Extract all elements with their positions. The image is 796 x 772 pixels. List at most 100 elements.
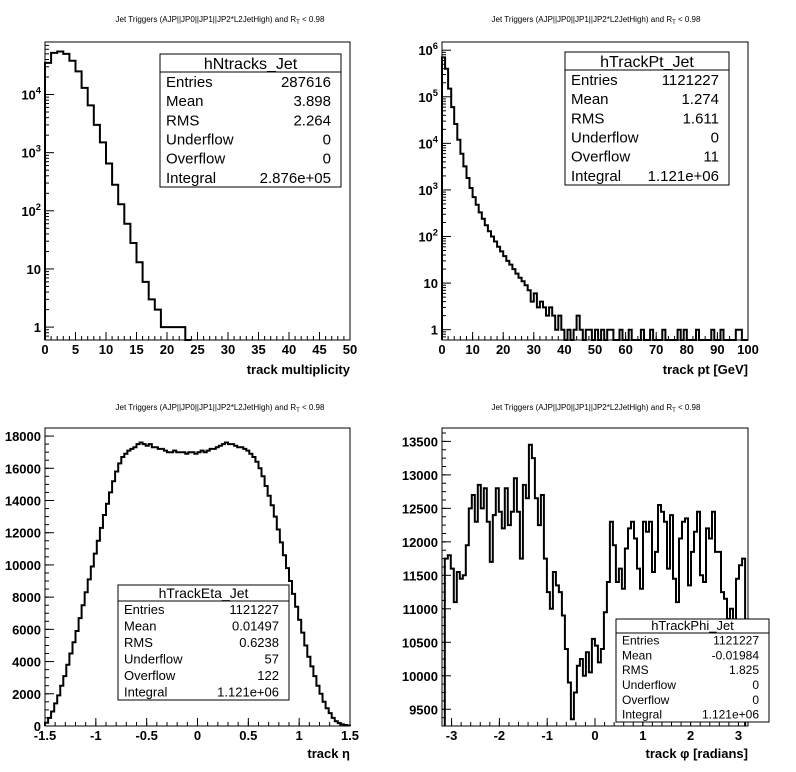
y-tick-label: 11500 [403, 568, 438, 583]
y-tick-label: 11000 [403, 602, 438, 617]
x-axis-label: track pt [GeV] [663, 362, 748, 377]
y-tick-label: 18000 [5, 429, 41, 444]
x-tick-label: 2 [687, 728, 694, 743]
stats-value: 2.264 [293, 112, 331, 129]
x-tick-label: 40 [282, 342, 296, 357]
x-tick-label: 5 [72, 342, 79, 357]
stats-value: 0.6238 [239, 635, 279, 650]
y-tick-label: 13000 [402, 468, 438, 483]
histogram-line [443, 443, 747, 726]
stats-box-name: hTrackEta_Jet [159, 585, 249, 601]
stats-label: Mean [622, 648, 652, 662]
stats-value: 1.121e+06 [217, 684, 279, 699]
x-tick-label: 1.5 [341, 728, 359, 743]
y-tick-label: 104 [418, 134, 438, 151]
stats-value: 1121227 [662, 72, 719, 89]
x-tick-label: 30 [527, 342, 541, 357]
stats-label: RMS [571, 110, 604, 127]
x-tick-label: -2 [494, 728, 506, 743]
x-tick-label: -1 [90, 728, 102, 743]
x-tick-label: -3 [446, 728, 458, 743]
stats-label: RMS [124, 635, 153, 650]
stats-value: 57 [265, 651, 279, 666]
x-tick-label: 1 [639, 728, 646, 743]
panel-hNtracks_Jet: Jet Triggers (AJP||JP0||JP1||JP2*L2JetHi… [21, 15, 357, 377]
x-tick-label: -0.5 [135, 728, 157, 743]
y-tick-label: 102 [418, 228, 438, 245]
y-tick-label: 8000 [12, 590, 41, 605]
x-tick-label: 35 [251, 342, 265, 357]
stats-label: Underflow [571, 129, 639, 146]
y-tick-label: 10000 [5, 558, 41, 573]
y-tick-label: 10 [424, 276, 438, 291]
x-tick-label: 90 [710, 342, 724, 357]
stats-box-name: hTrackPhi_Jet [651, 618, 734, 633]
x-tick-label: 50 [343, 342, 357, 357]
y-tick-label: 105 [418, 88, 438, 105]
y-tick-label: 4000 [12, 655, 41, 670]
stats-label: Entries [166, 74, 213, 91]
stats-label: RMS [622, 663, 649, 677]
stats-label: Overflow [622, 693, 670, 707]
x-tick-label: 10 [99, 342, 113, 357]
stats-value: 0 [323, 151, 331, 168]
y-tick-label: 16000 [5, 461, 41, 476]
stats-label: Mean [166, 93, 204, 110]
x-axis-label: track φ [radians] [645, 746, 748, 761]
stats-label: Underflow [166, 131, 234, 148]
x-tick-label: 0 [438, 342, 445, 357]
stats-value: 1.121e+06 [648, 168, 719, 185]
stats-box-frame [117, 584, 290, 701]
stats-label: Underflow [124, 651, 183, 666]
panel-hTrackPhi_Jet: Jet Triggers (AJP||JP0||JP1||JP2*L2JetHi… [402, 403, 770, 761]
stats-label: Entries [124, 602, 165, 617]
stats-box-frame [615, 618, 770, 723]
stats-value: 11 [703, 149, 719, 166]
y-tick-label: 12500 [402, 501, 438, 516]
x-tick-label: 40 [557, 342, 571, 357]
stats-label: Entries [571, 72, 618, 89]
histogram-line [441, 56, 748, 341]
x-tick-label: 20 [160, 342, 174, 357]
panel-title: Jet Triggers (AJP||JP0||JP1||JP2*L2JetHi… [116, 403, 325, 414]
x-tick-label: 20 [496, 342, 510, 357]
stats-value: 122 [257, 668, 279, 683]
panel-hTrackEta_Jet: Jet Triggers (AJP||JP0||JP1||JP2*L2JetHi… [5, 403, 359, 761]
stats-label: Mean [571, 91, 609, 108]
x-tick-label: 80 [680, 342, 694, 357]
stats-label: Overflow [571, 149, 630, 166]
x-tick-label: 0 [591, 728, 598, 743]
stats-value: 0 [752, 693, 759, 707]
y-tick-label: 12000 [402, 535, 438, 550]
stats-label: Integral [622, 708, 662, 722]
y-tick-label: 2000 [12, 687, 41, 702]
x-tick-label: -1 [541, 728, 553, 743]
stats-value: 287616 [281, 74, 331, 91]
stats-value: 0 [711, 129, 719, 146]
y-tick-label: 103 [21, 144, 41, 161]
stats-value: 3.898 [293, 93, 331, 110]
stats-label: Underflow [622, 678, 676, 692]
stats-box-frame [159, 53, 342, 188]
stats-label: Mean [124, 618, 157, 633]
x-tick-label: 3 [735, 728, 742, 743]
stats-value: 1.121e+06 [702, 708, 759, 722]
y-tick-label: 10 [27, 262, 41, 277]
y-tick-label: 104 [21, 86, 41, 103]
x-tick-label: 1 [296, 728, 303, 743]
x-tick-label: -1.5 [34, 728, 56, 743]
histogram-line [44, 50, 192, 341]
stats-box-frame [564, 51, 730, 186]
stats-label: Integral [166, 170, 216, 187]
panel-title: Jet Triggers (AJP||JP0||JP1||JP2*L2JetHi… [116, 15, 325, 26]
stats-value: 2.876e+05 [260, 170, 331, 187]
stats-value: 1.274 [681, 91, 719, 108]
y-tick-label: 6000 [12, 622, 41, 637]
stats-value: 0 [323, 131, 331, 148]
y-tick-label: 0 [34, 719, 41, 734]
